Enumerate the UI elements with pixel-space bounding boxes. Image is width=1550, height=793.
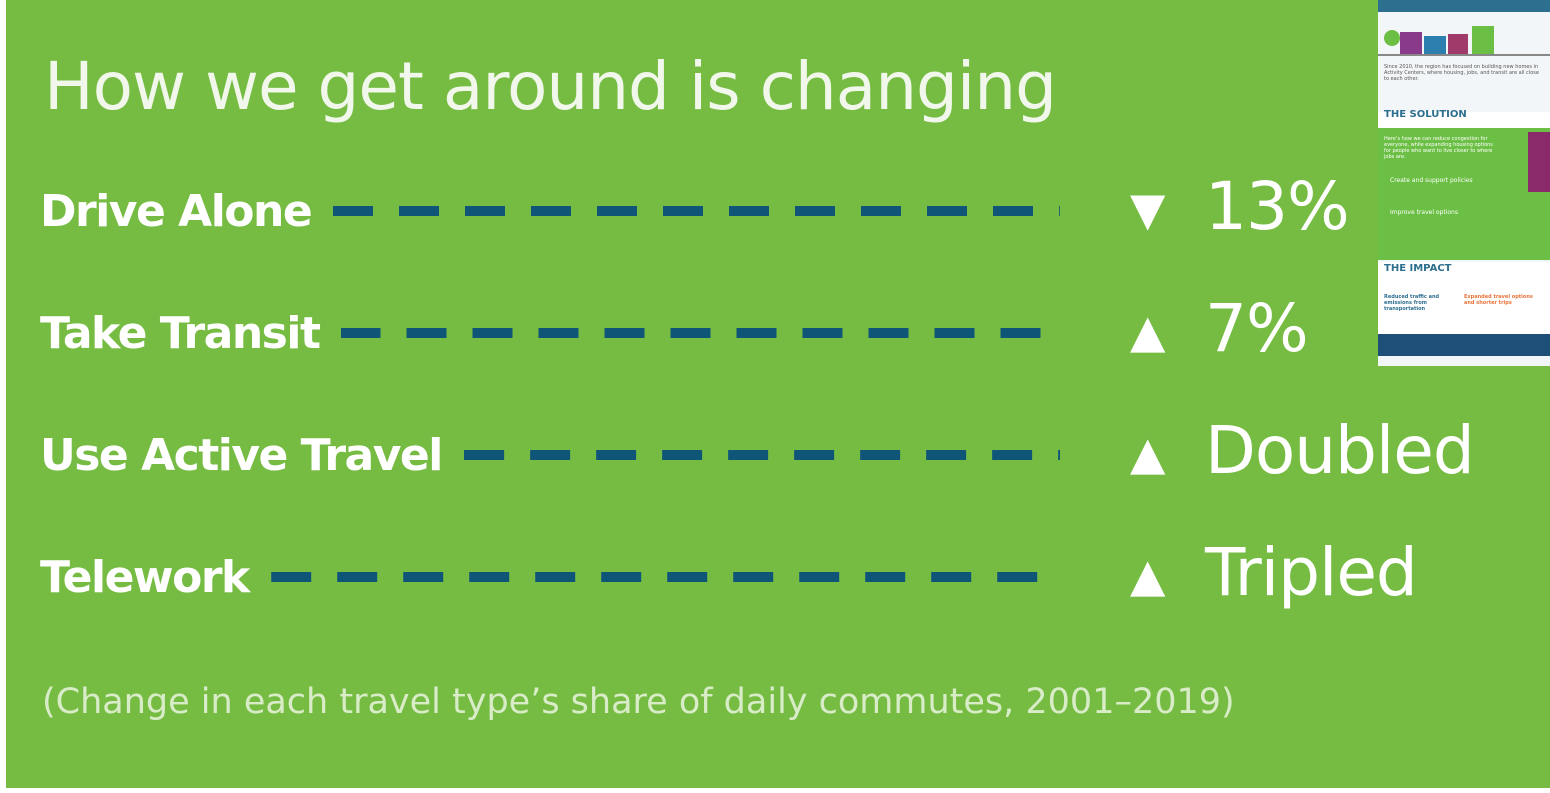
row: Drive Alone ▼ 13% xyxy=(40,168,1350,246)
direction-marker: ▼ xyxy=(1130,182,1166,236)
impact-items: Reduced traffic and emissions from trans… xyxy=(1384,294,1544,312)
impact-item: Expanded travel options and shorter trip… xyxy=(1464,294,1533,306)
panel: How we get around is changing Drive Alon… xyxy=(6,0,1550,788)
dash-leader xyxy=(270,572,1060,582)
row-value: 7% xyxy=(1205,290,1309,367)
solution-text: Here’s how we can reduce congestion for … xyxy=(1384,136,1493,160)
footnote: (Change in each travel type’s share of d… xyxy=(42,682,1235,722)
title: How we get around is changing xyxy=(44,48,1057,125)
solution-item: Improve travel options xyxy=(1390,209,1458,216)
impact: THE IMPACT Reduced traffic and emissions… xyxy=(1378,262,1550,342)
dash-leader xyxy=(333,206,1060,216)
impact-item: Reduced traffic and emissions from trans… xyxy=(1384,294,1440,312)
row-value: Doubled xyxy=(1205,412,1475,489)
dash-leader xyxy=(341,328,1060,338)
footer-band xyxy=(1378,334,1550,356)
solution-items: Create and support policies Improve trave… xyxy=(1384,178,1544,216)
intro: Since 2010, the region has focused on bu… xyxy=(1378,62,1550,84)
solution-heading: THE SOLUTION xyxy=(1378,110,1550,128)
row: Take Transit ▲ 7% xyxy=(40,290,1309,368)
row-label: Use Active Travel xyxy=(40,429,443,481)
top-band xyxy=(1378,0,1550,12)
solution: Here’s how we can reduce congestion for … xyxy=(1378,128,1550,260)
dash-leader xyxy=(463,450,1060,460)
intro-text: Since 2010, the region has focused on bu… xyxy=(1384,64,1539,82)
row-label: Take Transit xyxy=(40,307,321,359)
direction-marker: ▲ xyxy=(1130,548,1166,602)
direction-marker: ▲ xyxy=(1130,426,1166,480)
side-block xyxy=(1528,132,1550,192)
direction-marker: ▲ xyxy=(1130,304,1166,358)
solution-item: Create and support policies xyxy=(1390,177,1473,184)
row: Use Active Travel ▲ Doubled xyxy=(40,412,1475,490)
row-label: Telework xyxy=(40,551,250,603)
row-value: Tripled xyxy=(1205,534,1418,611)
houses-icon xyxy=(1378,26,1550,56)
row: Telework ▲ Tripled xyxy=(40,534,1418,612)
impact-heading: THE IMPACT xyxy=(1384,263,1452,274)
row-value: 13% xyxy=(1205,168,1350,245)
thumbnail: Since 2010, the region has focused on bu… xyxy=(1378,0,1550,366)
row-label: Drive Alone xyxy=(40,185,313,237)
